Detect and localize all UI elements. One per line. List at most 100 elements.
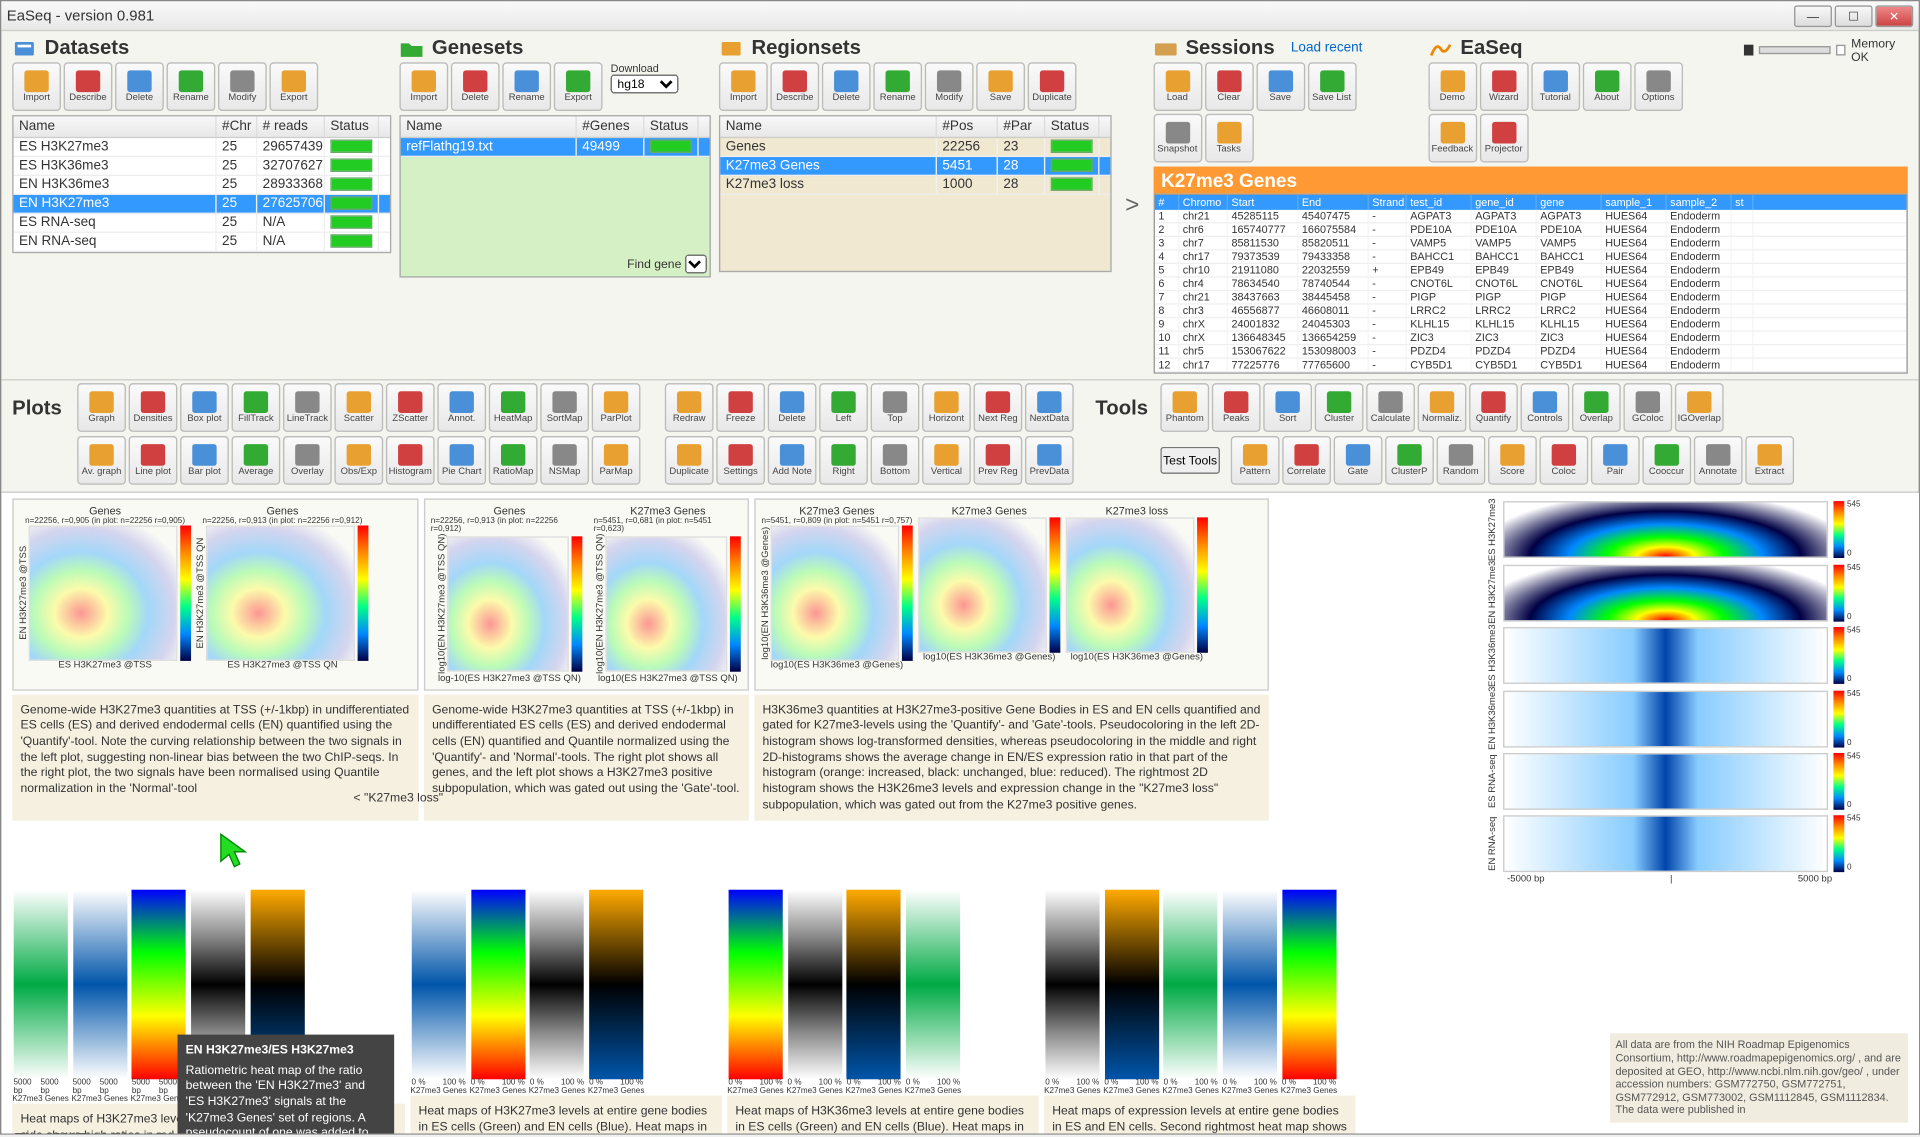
profile-plot[interactable] [1503, 753, 1828, 810]
detail-row[interactable]: 11chr5153067622153098003-PDZD4PDZD4PDZD4… [1154, 345, 1906, 359]
tool-btn-clusterp[interactable]: ClusterP [1385, 436, 1434, 485]
datasets-btn-import[interactable]: Import [12, 62, 61, 111]
table-row[interactable]: ES H3K36me32532707627 [14, 157, 390, 176]
datasets-btn-describe[interactable]: Describe [64, 62, 113, 111]
dcol-testid[interactable]: test_id [1406, 195, 1471, 210]
detail-row[interactable]: 3chr78581153085820511-VAMP5VAMP5VAMP5HUE… [1154, 237, 1906, 251]
plot-btn-heatmap[interactable]: HeatMap [489, 383, 538, 432]
datasets-btn-rename[interactable]: Rename [167, 62, 216, 111]
easeq-btn-demo[interactable]: Demo [1428, 62, 1477, 111]
plotmid-btn-delete[interactable]: Delete [768, 383, 817, 432]
detail-row[interactable]: 4chr177937353979433358-BAHCC1BAHCC1BAHCC… [1154, 250, 1906, 264]
dcol-geneid[interactable]: gene_id [1471, 195, 1536, 210]
plotmid-btn-freeze[interactable]: Freeze [716, 383, 765, 432]
tool-btn-cluster[interactable]: Cluster [1315, 383, 1364, 432]
col-chr[interactable]: #Chr [217, 116, 258, 136]
plotmid-btn-right[interactable]: Right [819, 436, 868, 485]
detail-row[interactable]: 5chr102191108022032559+EPB49EPB49EPB49HU… [1154, 264, 1906, 278]
heatmap[interactable] [847, 890, 901, 1080]
tool-btn-sort[interactable]: Sort [1263, 383, 1312, 432]
easeq-btn-options[interactable]: Options [1634, 62, 1683, 111]
plot-btn-densities[interactable]: Densities [129, 383, 178, 432]
detail-row[interactable]: 2chr6165740777166075584-PDE10APDE10APDE1… [1154, 223, 1906, 237]
col-par[interactable]: #Par [998, 116, 1045, 136]
plotmid-btn-addnote[interactable]: Add Note [768, 436, 817, 485]
dcol-st[interactable]: st [1731, 195, 1753, 210]
detail-row[interactable]: 6chr47863454078740544-CNOT6LCNOT6LCNOT6L… [1154, 278, 1906, 292]
table-row[interactable]: EN H3K27me32527625706 [14, 195, 390, 214]
dcol-chromo[interactable]: Chromo [1179, 195, 1228, 210]
easeq-btn-wizard[interactable]: Wizard [1479, 62, 1528, 111]
col-status[interactable]: Status [645, 116, 699, 136]
plot-btn-piechart[interactable]: Pie Chart [437, 436, 486, 485]
plotmid-btn-prevdata[interactable]: PrevData [1025, 436, 1074, 485]
table-row[interactable]: ES H3K27me32529657439 [14, 138, 390, 157]
tool-btn-pattern[interactable]: Pattern [1231, 436, 1280, 485]
col-genes[interactable]: #Genes [577, 116, 645, 136]
heatmap[interactable] [787, 890, 841, 1080]
plotmid-btn-top[interactable]: Top [871, 383, 920, 432]
dcol-[interactable]: # [1154, 195, 1178, 210]
regionsets-btn-rename[interactable]: Rename [873, 62, 922, 111]
detail-row[interactable]: 9chrX2400183224045303-KLHL15KLHL15KLHL15… [1154, 318, 1906, 332]
plotmid-btn-horizont[interactable]: Horizont [922, 383, 971, 432]
table-row[interactable]: K27me3 loss100028 [720, 176, 1110, 195]
profile-plot[interactable] [1503, 564, 1828, 621]
easeq-btn-about[interactable]: About [1582, 62, 1631, 111]
tool-btn-igoverlap[interactable]: IGOverlap [1675, 383, 1724, 432]
minimize-button[interactable]: — [1794, 5, 1832, 27]
detail-row[interactable]: 10chrX136648345136654259-ZIC3ZIC3ZIC3HUE… [1154, 332, 1906, 346]
plotmid-btn-left[interactable]: Left [819, 383, 868, 432]
detail-row[interactable]: 12chr177722577677765600-CYB5D1CYB5D1CYB5… [1154, 359, 1906, 373]
scatter-chart[interactable] [918, 517, 1047, 652]
heatmap[interactable] [589, 890, 643, 1080]
heatmap[interactable] [728, 890, 782, 1080]
plot-btn-linetrack[interactable]: LineTrack [283, 383, 332, 432]
tool-btn-random[interactable]: Random [1436, 436, 1485, 485]
datasets-btn-delete[interactable]: Delete [115, 62, 164, 111]
profile-plot[interactable] [1503, 501, 1828, 558]
heatmap[interactable] [13, 890, 67, 1080]
dcol-sample[interactable]: sample_2 [1666, 195, 1731, 210]
datasets-btn-export[interactable]: Export [269, 62, 318, 111]
plotmid-btn-prevreg[interactable]: Prev Reg [974, 436, 1023, 485]
plot-btn-annot[interactable]: Annot. [437, 383, 486, 432]
sessions-btn-save[interactable]: Save [1256, 62, 1305, 111]
find-gene-select[interactable] [685, 255, 707, 274]
dcol-start[interactable]: Start [1227, 195, 1297, 210]
download-select[interactable]: hg18 [611, 74, 679, 93]
plot-btn-barplot[interactable]: Bar plot [180, 436, 229, 485]
plot-btn-parplot[interactable]: ParPlot [592, 383, 641, 432]
dcol-sample[interactable]: sample_1 [1601, 195, 1666, 210]
plotmid-btn-nextdata[interactable]: NextData [1025, 383, 1074, 432]
profile-plot[interactable] [1503, 815, 1828, 872]
plotmid-btn-settings[interactable]: Settings [716, 436, 765, 485]
col-status[interactable]: Status [325, 116, 379, 136]
plotmid-btn-redraw[interactable]: Redraw [665, 383, 714, 432]
sessions-btn-tasks[interactable]: Tasks [1204, 114, 1253, 163]
col-reads[interactable]: # reads [257, 116, 325, 136]
easeq-btn-feedback[interactable]: Feedback [1428, 114, 1477, 163]
col-pos[interactable]: #Pos [937, 116, 998, 136]
table-row[interactable]: ES RNA-seq25N/A [14, 214, 390, 233]
plot-btn-overlay[interactable]: Overlay [283, 436, 332, 485]
detail-row[interactable]: 7chr213843766338445458-PIGPPIGPPIGPHUES6… [1154, 291, 1906, 305]
genesets-btn-delete[interactable]: Delete [451, 62, 500, 111]
plotmid-btn-vertical[interactable]: Vertical [922, 436, 971, 485]
plot-btn-sortmap[interactable]: SortMap [540, 383, 589, 432]
table-row[interactable]: EN RNA-seq25N/A [14, 233, 390, 252]
plot-btn-parmap[interactable]: ParMap [592, 436, 641, 485]
regionsets-btn-describe[interactable]: Describe [770, 62, 819, 111]
scatter-chart[interactable] [28, 525, 177, 660]
easeq-btn-tutorial[interactable]: Tutorial [1531, 62, 1580, 111]
regionsets-btn-duplicate[interactable]: Duplicate [1028, 62, 1077, 111]
regionsets-btn-import[interactable]: Import [719, 62, 768, 111]
plotmid-btn-bottom[interactable]: Bottom [871, 436, 920, 485]
detail-row[interactable]: 1chr214528511545407475-AGPAT3AGPAT3AGPAT… [1154, 210, 1906, 224]
regionsets-btn-delete[interactable]: Delete [822, 62, 871, 111]
plot-btn-ratiomap[interactable]: RatioMap [489, 436, 538, 485]
heatmap[interactable] [411, 890, 465, 1080]
col-name[interactable]: Name [720, 116, 937, 136]
genesets-btn-export[interactable]: Export [554, 62, 603, 111]
profile-plot[interactable] [1503, 690, 1828, 747]
